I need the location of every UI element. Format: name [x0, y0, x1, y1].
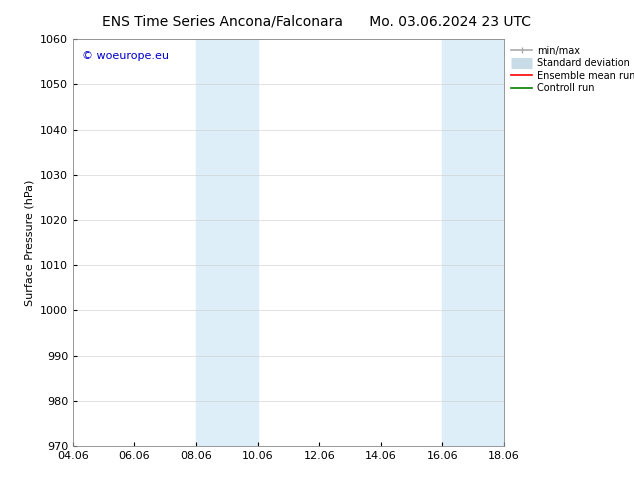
Legend: min/max, Standard deviation, Ensemble mean run, Controll run: min/max, Standard deviation, Ensemble me…: [509, 44, 634, 95]
Bar: [196, 39, 257, 446]
Bar: [443, 39, 504, 446]
Text: ENS Time Series Ancona/Falconara      Mo. 03.06.2024 23 UTC: ENS Time Series Ancona/Falconara Mo. 03.…: [103, 15, 531, 29]
Text: © woeurope.eu: © woeurope.eu: [82, 51, 169, 61]
Y-axis label: Surface Pressure (hPa): Surface Pressure (hPa): [24, 179, 34, 306]
